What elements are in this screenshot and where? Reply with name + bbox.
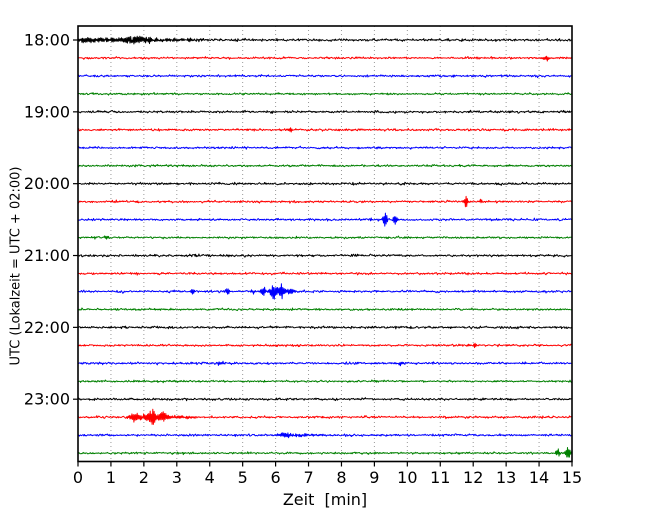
y-tick-label: 20:00 xyxy=(24,174,70,193)
x-tick-label: 1 xyxy=(106,468,116,487)
trace-21:00 xyxy=(77,253,573,258)
x-tick-label: 15 xyxy=(562,468,582,487)
x-tick-label: 7 xyxy=(303,468,313,487)
trace-21:45 xyxy=(77,307,573,312)
trace-21:15 xyxy=(77,271,573,276)
x-tick-label: 2 xyxy=(139,468,149,487)
x-tick-label: 4 xyxy=(205,468,215,487)
trace-20:00 xyxy=(77,181,573,186)
trace-20:30 xyxy=(77,212,573,227)
x-tick-label: 12 xyxy=(463,468,483,487)
y-tick-label: 23:00 xyxy=(24,390,70,409)
trace-19:00 xyxy=(77,109,573,114)
x-tick-label: 3 xyxy=(172,468,182,487)
x-tick-label: 8 xyxy=(336,468,346,487)
trace-18:00 xyxy=(77,35,573,45)
trace-19:30 xyxy=(77,145,573,150)
trace-18:30 xyxy=(77,74,573,79)
x-tick-label: 11 xyxy=(430,468,450,487)
trace-21:30 xyxy=(77,283,573,300)
trace-18:45 xyxy=(77,92,573,96)
trace-22:45 xyxy=(77,379,573,384)
trace-22:15 xyxy=(77,342,573,349)
y-axis-label: UTC (Lokalzeit = UTC + 02:00) xyxy=(8,166,24,366)
x-tick-label: 13 xyxy=(496,468,516,487)
trace-22:00 xyxy=(77,325,573,330)
x-tick-label: 6 xyxy=(271,468,281,487)
trace-23:45 xyxy=(77,447,573,458)
trace-18:15 xyxy=(77,55,573,62)
y-tick-label: 22:00 xyxy=(24,318,70,337)
trace-23:30 xyxy=(77,432,573,439)
y-tick-label: 18:00 xyxy=(24,31,70,50)
plot-border xyxy=(77,25,573,463)
x-tick-label: 14 xyxy=(529,468,549,487)
x-tick-label: 9 xyxy=(369,468,379,487)
trace-20:15 xyxy=(77,195,573,208)
trace-19:15 xyxy=(77,127,572,133)
trace-19:45 xyxy=(77,164,573,168)
trace-22:30 xyxy=(77,360,573,367)
trace-23:00 xyxy=(77,397,573,402)
x-tick-label: 5 xyxy=(238,468,248,487)
x-tick-label: 10 xyxy=(397,468,417,487)
x-axis-label: Zeit [min] xyxy=(282,490,368,509)
trace-23:15 xyxy=(77,408,573,425)
trace-20:45 xyxy=(77,235,573,240)
y-tick-label: 19:00 xyxy=(24,102,70,121)
y-tick-label: 21:00 xyxy=(24,246,70,265)
x-tick-label: 0 xyxy=(73,468,83,487)
